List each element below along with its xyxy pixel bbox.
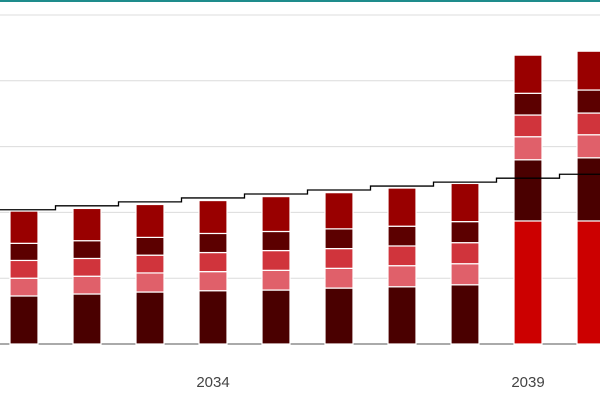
bar-segment <box>513 220 543 345</box>
bar-segment <box>576 89 600 114</box>
top-border <box>0 0 600 2</box>
bar-segment <box>135 291 165 345</box>
bar-segment <box>261 269 291 291</box>
bar-segment <box>72 293 102 345</box>
bar-segment <box>324 267 354 289</box>
bar-segment <box>513 136 543 161</box>
bar-segment <box>72 240 102 260</box>
bar-segment <box>9 259 39 279</box>
bar-segment <box>135 236 165 256</box>
bar-segment <box>324 192 354 230</box>
bar-segment <box>450 182 480 223</box>
bar-segment <box>9 277 39 297</box>
bar-segment <box>324 228 354 250</box>
bar-segment <box>450 263 480 286</box>
bar-segment <box>72 275 102 295</box>
bar-segment <box>450 284 480 345</box>
bar-segment <box>450 221 480 244</box>
bar-segment <box>324 287 354 345</box>
bar-segment <box>9 242 39 262</box>
bar-segment <box>387 245 417 267</box>
bar-segment <box>513 92 543 116</box>
bar-segment <box>387 286 417 345</box>
bar-segment <box>576 220 600 345</box>
bar-segment <box>324 247 354 269</box>
bar-segment <box>9 210 39 244</box>
bar-segment <box>261 196 291 233</box>
bar-segment <box>135 272 165 293</box>
x-tick-label: 2034 <box>196 374 229 391</box>
bar-segment <box>261 289 291 345</box>
step-line <box>0 173 600 211</box>
bar-segment <box>261 249 291 271</box>
bar-segment <box>576 157 600 222</box>
bar-segment <box>387 187 417 227</box>
bar-segment <box>72 257 102 277</box>
bar-segment <box>198 232 228 254</box>
bar-segment <box>198 290 228 345</box>
bar-segment <box>513 159 543 222</box>
bar-segment <box>135 203 165 239</box>
bar-segment <box>576 50 600 91</box>
bar-segment <box>135 254 165 274</box>
bar-segment <box>513 114 543 138</box>
bar-segment <box>261 230 291 252</box>
bar-segment <box>513 54 543 94</box>
bar-segment <box>9 295 39 345</box>
x-tick-label: 2039 <box>511 374 544 391</box>
bar-segment <box>198 271 228 292</box>
bar-segment <box>387 265 417 288</box>
bar-segment <box>198 199 228 235</box>
bar-segment <box>576 134 600 159</box>
bar-segment <box>198 251 228 273</box>
bar-segment <box>72 207 102 242</box>
bar-segment <box>576 112 600 136</box>
bar-segment <box>450 242 480 265</box>
bar-segment <box>387 225 417 247</box>
